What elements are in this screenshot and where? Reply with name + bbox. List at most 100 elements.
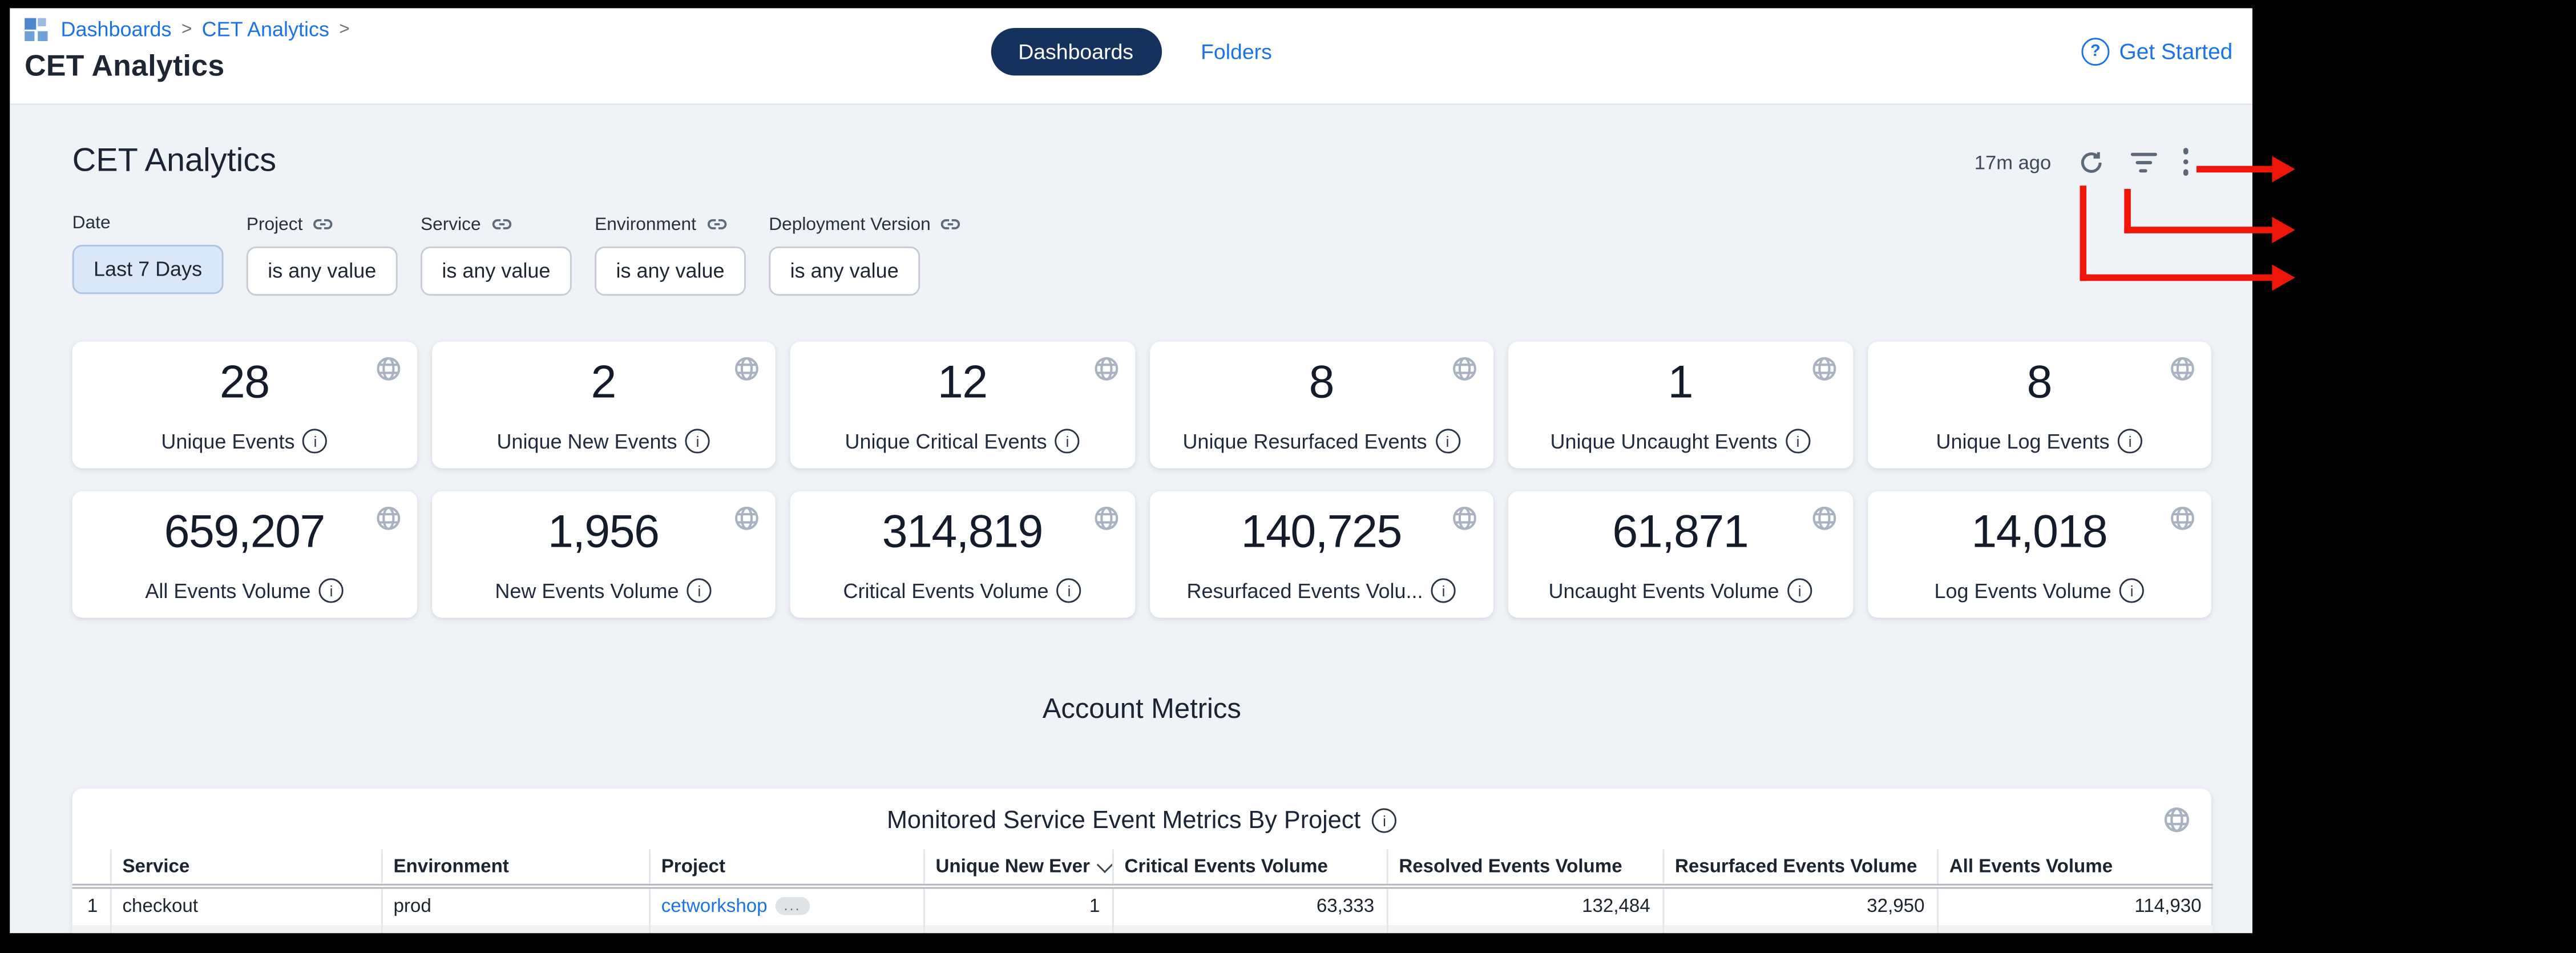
tile-resurfaced-events-volume[interactable]: 140,725 Resurfaced Events Volu... i xyxy=(1149,491,1493,618)
breadcrumb-link-dashboards[interactable]: Dashboards xyxy=(60,18,172,41)
info-icon[interactable]: i xyxy=(1431,578,1456,603)
info-icon[interactable]: i xyxy=(685,429,710,454)
link-icon xyxy=(940,213,962,235)
filter-service: Service is any value xyxy=(420,213,572,296)
cell-more-menu[interactable]: ... xyxy=(775,897,810,915)
column-header-critical-events-volume[interactable]: Critical Events Volume xyxy=(1111,849,1387,889)
refresh-icon xyxy=(2077,149,2103,175)
cell-critical-events-volume: 75,031 xyxy=(1111,924,1387,934)
column-header-project[interactable]: Project xyxy=(648,849,923,889)
info-icon[interactable]: i xyxy=(687,578,712,603)
info-icon[interactable]: i xyxy=(318,578,344,603)
cell-resurfaced-events-volume: 107,775 xyxy=(1661,924,1937,934)
tile-label: Resurfaced Events Volu... xyxy=(1186,579,1423,603)
top-navigation-bar: Dashboards > CET Analytics > CET Analyti… xyxy=(10,8,2252,106)
sort-chevron-down-icon xyxy=(1097,856,1112,873)
info-icon[interactable]: i xyxy=(1372,808,1397,833)
globe-icon xyxy=(1092,504,1120,532)
tile-all-events-volume[interactable]: 659,207 All Events Volume i xyxy=(72,491,417,618)
breadcrumb-separator: > xyxy=(339,19,350,40)
filter-date-label: Date xyxy=(72,213,111,233)
filter-project-value-button[interactable]: is any value xyxy=(246,246,398,296)
tile-new-events-volume[interactable]: 1,956 New Events Volume i xyxy=(431,491,776,618)
refresh-button[interactable] xyxy=(2077,149,2103,175)
tile-value: 314,819 xyxy=(882,506,1044,557)
annotation-arrow-refresh-vertical xyxy=(2080,185,2087,281)
tab-folders[interactable]: Folders xyxy=(1201,39,1272,64)
link-icon xyxy=(706,213,727,235)
tile-log-events-volume[interactable]: 14,018 Log Events Volume i xyxy=(1867,491,2211,618)
filter-date: Date Last 7 Days xyxy=(72,213,224,296)
filter-project-label: Project xyxy=(246,214,303,235)
column-header-resurfaced-events-volume[interactable]: Resurfaced Events Volume xyxy=(1661,849,1937,889)
info-icon[interactable]: i xyxy=(1787,578,1812,603)
globe-icon xyxy=(374,504,402,532)
globe-icon xyxy=(1092,355,1120,383)
get-started-link[interactable]: ? Get Started xyxy=(2081,38,2232,66)
tile-uncaught-events-volume[interactable]: 61,871 Uncaught Events Volume i xyxy=(1508,491,1852,618)
metrics-table: Service Environment Project Unique New E… xyxy=(72,849,2213,934)
tile-unique-resurfaced-events[interactable]: 8 Unique Resurfaced Events i xyxy=(1149,341,1493,469)
globe-icon xyxy=(733,504,761,532)
row-index: 2 xyxy=(72,924,110,934)
tile-label: Critical Events Volume xyxy=(843,579,1049,603)
info-icon[interactable]: i xyxy=(2117,429,2143,454)
tile-value: 1 xyxy=(1667,356,1694,407)
filter-bar: Date Last 7 Days Project is any value Se… xyxy=(72,213,2211,296)
cell-service: orders xyxy=(109,924,381,934)
column-header-environment[interactable]: Environment xyxy=(380,849,649,889)
tile-value: 8 xyxy=(1309,356,1335,407)
filter-project: Project is any value xyxy=(246,213,398,296)
column-header-resolved-events-volume[interactable]: Resolved Events Volume xyxy=(1386,849,1663,889)
tile-unique-events[interactable]: 28 Unique Events i xyxy=(72,341,417,469)
dashboard-more-actions-button[interactable] xyxy=(2182,148,2189,176)
info-icon[interactable]: i xyxy=(1435,429,1460,454)
column-header-service[interactable]: Service xyxy=(109,849,381,889)
tile-critical-events-volume[interactable]: 314,819 Critical Events Volume i xyxy=(790,491,1134,618)
dashboards-grid-icon xyxy=(25,18,48,41)
breadcrumb-block: Dashboards > CET Analytics > CET Analyti… xyxy=(25,18,350,84)
project-link[interactable]: cetworkshop xyxy=(661,897,768,917)
annotation-arrowhead xyxy=(2272,156,2295,183)
cell-all-events-volume: 143,283 xyxy=(1936,924,2213,934)
kebab-menu-icon xyxy=(2182,148,2189,176)
column-header-all-events-volume[interactable]: All Events Volume xyxy=(1936,849,2213,889)
globe-icon xyxy=(2169,504,2197,532)
tile-unique-uncaught-events[interactable]: 1 Unique Uncaught Events i xyxy=(1508,341,1852,469)
filter-service-value-button[interactable]: is any value xyxy=(420,246,572,296)
globe-icon xyxy=(2162,805,2192,835)
tile-unique-log-events[interactable]: 8 Unique Log Events i xyxy=(1867,341,2211,469)
tile-unique-new-events[interactable]: 2 Unique New Events i xyxy=(431,341,776,469)
last-refreshed-timestamp: 17m ago xyxy=(1974,150,2052,173)
filter-icon xyxy=(2130,152,2157,172)
filter-environment: Environment is any value xyxy=(595,213,746,296)
globe-icon xyxy=(1810,355,1838,383)
filter-deployment-version-value-button[interactable]: is any value xyxy=(769,246,920,296)
column-header-unique-new-events[interactable]: Unique New Ever xyxy=(922,849,1112,889)
filter-environment-value-button[interactable]: is any value xyxy=(595,246,746,296)
info-icon[interactable]: i xyxy=(2119,578,2145,603)
dashboard-filters-button[interactable] xyxy=(2130,152,2157,172)
dashboard-actions: 17m ago xyxy=(1975,148,2189,176)
page-title: CET Analytics xyxy=(25,49,225,82)
tile-unique-critical-events[interactable]: 12 Unique Critical Events i xyxy=(790,341,1134,469)
tile-value: 659,207 xyxy=(164,506,326,557)
info-icon[interactable]: i xyxy=(1785,429,1811,454)
cell-project: cetworkshop... xyxy=(648,924,923,934)
dashboard-body: CET Analytics 17m ago xyxy=(10,105,2252,934)
annotation-arrow-filter-line xyxy=(2124,227,2274,233)
cell-resolved-events-volume: 132,484 xyxy=(1386,886,1663,925)
link-icon xyxy=(491,213,512,235)
breadcrumb: Dashboards > CET Analytics > xyxy=(25,18,350,41)
info-icon[interactable]: i xyxy=(302,429,328,454)
help-icon: ? xyxy=(2081,38,2110,66)
metric-tiles-row-2: 659,207 All Events Volume i 1,956 New Eve… xyxy=(72,491,2211,618)
tile-label: Unique Uncaught Events xyxy=(1550,429,1778,453)
link-icon xyxy=(313,213,334,235)
breadcrumb-link-cet-analytics[interactable]: CET Analytics xyxy=(201,18,329,41)
tile-value: 61,871 xyxy=(1612,506,1749,557)
info-icon[interactable]: i xyxy=(1056,578,1082,603)
info-icon[interactable]: i xyxy=(1055,429,1080,454)
tab-dashboards[interactable]: Dashboards xyxy=(990,27,1161,76)
filter-date-value-button[interactable]: Last 7 Days xyxy=(72,244,224,294)
